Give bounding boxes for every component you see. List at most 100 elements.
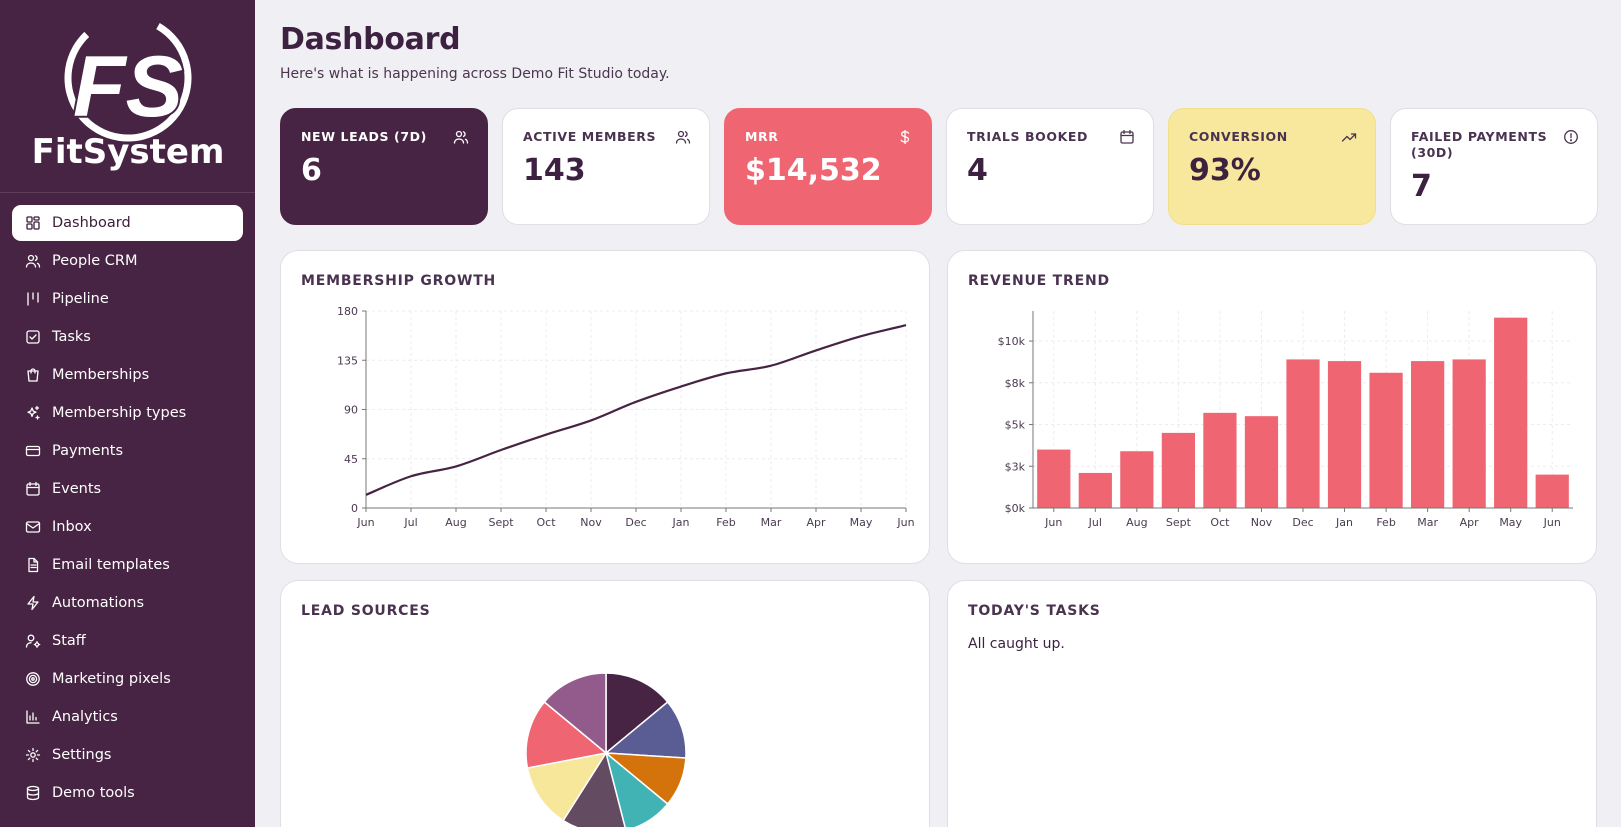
checkbox-icon [25, 329, 41, 345]
dollar-icon [897, 129, 913, 145]
sidebar-item-automations[interactable]: Automations [12, 585, 243, 621]
bag-icon [25, 367, 41, 383]
target-icon [25, 671, 41, 687]
revenue-trend-chart: $0k $3k $5k $8k $10k Jun Jul Aug Sept Oct Nov Dec Ja… [998, 311, 1573, 529]
users-icon [25, 253, 41, 269]
sidebar-item-staff[interactable]: Staff [12, 623, 243, 659]
sidebar-item-label: Settings [52, 747, 112, 763]
logo-monogram: FS [73, 39, 183, 135]
x-tick-label: Dec [1292, 516, 1313, 529]
y-tick-label: $8k [1005, 377, 1026, 390]
sidebar-item-dashboard[interactable]: Dashboard [12, 205, 243, 241]
revenue-bar [1286, 359, 1320, 508]
x-tick-label: Dec [625, 516, 646, 529]
x-tick-label: Jul [1088, 516, 1102, 529]
y-tick-label: 90 [344, 404, 358, 417]
card-title: Today's tasks [968, 603, 1101, 619]
database-icon [25, 785, 41, 801]
x-tick-label: Sept [1166, 516, 1192, 529]
sidebar-item-email-templates[interactable]: Email templates [12, 547, 243, 583]
sidebar-nav: Dashboard People CRM Pipeline Tasks Membersh… [12, 205, 243, 813]
kpi-card-conversion[interactable]: Conversion 93% [1168, 108, 1376, 225]
user-cog-icon [25, 633, 41, 649]
y-tick-label: 135 [337, 354, 358, 367]
kpi-card-active-members[interactable]: Active members 143 [502, 108, 710, 225]
sidebar-item-label: Pipeline [52, 291, 109, 307]
trending-up-icon [1341, 129, 1357, 145]
kpi-label: Trials booked [967, 129, 1088, 144]
sidebar-item-label: Automations [52, 595, 145, 611]
lightning-icon [25, 595, 41, 611]
x-tick-label: Jan [672, 516, 690, 529]
x-tick-label: Oct [536, 516, 556, 529]
y-tick-label: 180 [337, 305, 358, 318]
revenue-bar [1161, 432, 1195, 508]
sparkles-icon [25, 405, 41, 421]
x-tick-label: Mar [1417, 516, 1438, 529]
pie-slice [562, 751, 626, 827]
sidebar-item-tasks[interactable]: Tasks [12, 319, 243, 355]
page-title: Dashboard [280, 22, 461, 57]
kpi-card-new-leads-7d[interactable]: New leads (7d) 6 [280, 108, 488, 225]
kpi-label: Failed payments (30d) [1411, 129, 1548, 160]
x-tick-label: Oct [1210, 516, 1230, 529]
kpi-value: 6 [301, 153, 322, 188]
sidebar-item-events[interactable]: Events [12, 471, 243, 507]
users-icon [453, 129, 469, 145]
sidebar-item-label: Staff [52, 633, 86, 649]
kpi-value: 143 [523, 153, 586, 188]
kpi-value: 93% [1189, 153, 1261, 188]
y-tick-label: $10k [998, 335, 1026, 348]
sidebar-item-people-crm[interactable]: People CRM [12, 243, 243, 279]
sidebar-item-memberships[interactable]: Memberships [12, 357, 243, 393]
x-tick-label: Sept [488, 516, 514, 529]
sidebar-item-payments[interactable]: Payments [12, 433, 243, 469]
fitsystem-logo[interactable]: FS FitSystem [28, 16, 228, 176]
sidebar-item-demo-tools[interactable]: Demo tools [12, 775, 243, 811]
file-text-icon [25, 557, 41, 573]
pie-slice [604, 750, 669, 827]
revenue-bar [1327, 361, 1362, 508]
kpi-card-mrr[interactable]: MRR $14,532 [724, 108, 932, 225]
alert-circle-icon [1563, 129, 1579, 145]
sidebar-item-label: Payments [52, 443, 124, 459]
pie-slice [605, 672, 669, 755]
y-tick-label: 45 [344, 453, 358, 466]
calendar-icon [1119, 129, 1135, 145]
lead-sources-card: Lead sources [280, 580, 930, 827]
sidebar-item-membership-types[interactable]: Membership types [12, 395, 243, 431]
sidebar-item-settings[interactable]: Settings [12, 737, 243, 773]
page-subtitle: Here's what is happening across Demo Fit… [280, 66, 670, 82]
kpi-card-failed-payments-30d[interactable]: Failed payments (30d) 7 [1390, 108, 1598, 225]
kpi-value: 7 [1411, 169, 1432, 204]
sidebar-item-label: Tasks [52, 329, 91, 345]
pipeline-icon [25, 291, 41, 307]
sidebar-item-analytics[interactable]: Analytics [12, 699, 243, 735]
membership-growth-chart: 0 45 90 135 180 Jun Jul Aug Sept Oct Nov Dec Jan Feb M… [337, 305, 915, 529]
pie-slice [604, 700, 687, 759]
tasks-empty-state: All caught up. [968, 636, 1065, 652]
revenue-bar [1203, 412, 1237, 508]
kpi-card-trials-booked[interactable]: Trials booked 4 [946, 108, 1154, 225]
membership-growth-card: Membership growth 0 45 90 135 180 Jun Jul Aug Se… [280, 250, 930, 564]
sidebar-item-label: Email templates [52, 557, 170, 573]
sidebar-item-pipeline[interactable]: Pipeline [12, 281, 243, 317]
sidebar-item-label: Marketing pixels [52, 671, 171, 687]
y-tick-label: $5k [1005, 419, 1026, 432]
kpi-label: Conversion [1189, 129, 1288, 144]
lead-sources-chart [525, 672, 687, 827]
revenue-bar [1078, 472, 1112, 508]
grid-icon [25, 215, 41, 231]
kpi-label: MRR [745, 129, 779, 144]
x-tick-label: Aug [445, 516, 466, 529]
revenue-bar [1037, 449, 1071, 508]
sidebar-item-marketing-pixels[interactable]: Marketing pixels [12, 661, 243, 697]
sidebar-item-inbox[interactable]: Inbox [12, 509, 243, 545]
kpi-label: New leads (7d) [301, 129, 427, 144]
revenue-bar [1411, 361, 1445, 508]
revenue-bar [1244, 416, 1279, 508]
sidebar-item-label: Analytics [52, 709, 118, 725]
sidebar-item-label: People CRM [52, 253, 138, 269]
x-tick-label: Aug [1126, 516, 1147, 529]
x-tick-label: Jun [1044, 516, 1062, 529]
